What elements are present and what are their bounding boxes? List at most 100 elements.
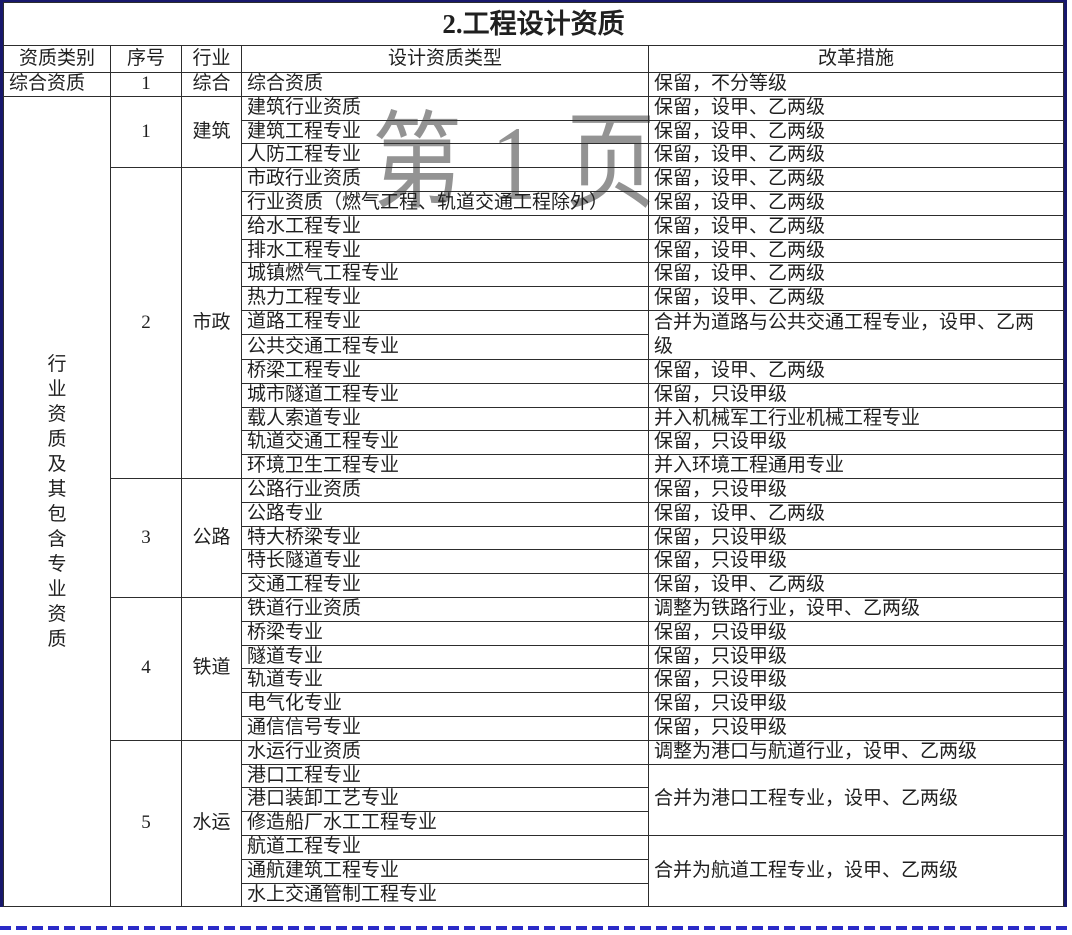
col-header-industry: 行业 bbox=[181, 45, 242, 73]
measure-cell: 保留，设甲、乙两级 bbox=[648, 286, 1064, 311]
table-row: 隧道专业 保留，只设甲级 bbox=[4, 644, 1064, 670]
page-break-dashed-line bbox=[0, 926, 1067, 930]
table-title: 2.工程设计资质 bbox=[3, 2, 1064, 46]
table-row: 交通工程专业 保留，设甲、乙两级 bbox=[4, 573, 1064, 598]
type-cell: 综合资质 bbox=[241, 72, 649, 97]
table-row: 行业资质及其包含专业资质 1 建筑 建筑行业资质 保留，设甲、乙两级 bbox=[3, 95, 1064, 908]
measure-cell: 保留，设甲、乙两级 bbox=[648, 238, 1064, 264]
table-row: 2 市政 市政行业资质 保留，设甲、乙两级 bbox=[4, 167, 1064, 479]
industry-cell: 市政 bbox=[181, 167, 242, 479]
table-row: 热力工程专业 保留，设甲、乙两级 bbox=[4, 286, 1064, 311]
col-header-category: 资质类别 bbox=[3, 45, 111, 73]
seq-cell: 2 bbox=[110, 167, 182, 479]
table-row: 港口工程专业 合并为港口工程专业，设甲、乙两级 bbox=[4, 763, 1064, 836]
type-cell: 环境卫生工程专业 bbox=[241, 454, 649, 479]
table-row: 航道工程专业 合并为航道工程专业，设甲、乙两级 bbox=[4, 834, 1064, 908]
seq-cell: 1 bbox=[110, 72, 182, 97]
table-row: 特长隧道专业 保留，只设甲级 bbox=[4, 549, 1064, 575]
measure-cell: 合并为航道工程专业，设甲、乙两级 bbox=[648, 834, 1064, 908]
type-cell: 交通工程专业 bbox=[241, 573, 649, 598]
seq-cell: 1 bbox=[110, 95, 182, 169]
col-header-type: 设计资质类型 bbox=[241, 45, 649, 73]
table-row: 港口装卸工艺专业 bbox=[4, 787, 1064, 813]
type-cell: 道路工程专业 bbox=[241, 309, 649, 336]
measure-cell: 合并为道路与公共交通工程专业，设甲、乙两 级 bbox=[648, 309, 1064, 360]
type-cell: 通信信号专业 bbox=[241, 715, 649, 741]
table-row: 4 铁道 铁道行业资质 调整为铁路行业，设甲、乙两级 bbox=[4, 596, 1064, 741]
table-row: 轨道专业 保留，只设甲级 bbox=[4, 668, 1064, 694]
type-cell: 港口工程专业 bbox=[241, 763, 649, 789]
table-row: 电气化专业 保留，只设甲级 bbox=[4, 692, 1064, 717]
table-row: 水上交通管制工程专业 bbox=[4, 882, 1064, 908]
measure-cell: 并入机械军工行业机械工程专业 bbox=[648, 406, 1064, 432]
table-row: 5 水运 水运行业资质 调整为港口与航道行业，设甲、乙两级 bbox=[4, 739, 1064, 908]
measure-cell: 保留，只设甲级 bbox=[648, 525, 1064, 551]
type-cell: 建筑行业资质 bbox=[241, 95, 649, 121]
table-row: 特大桥梁专业 保留，只设甲级 bbox=[4, 525, 1064, 551]
type-cell: 热力工程专业 bbox=[241, 286, 649, 311]
table-frame: 2.工程设计资质 资质类别 序号 行业 设计资质类型 改革措施 综合资质 1 综合综… bbox=[0, 0, 1067, 908]
category-merged-cell: 行业资质及其包含专业资质 bbox=[3, 95, 111, 908]
industry-cell: 建筑 bbox=[181, 95, 242, 169]
measure-cell: 保留，设甲、乙两级 bbox=[648, 262, 1064, 288]
type-cell: 城市隧道工程专业 bbox=[241, 382, 649, 408]
industry-cell: 综合 bbox=[181, 72, 242, 97]
table-row: 排水工程专业 保留，设甲、乙两级 bbox=[4, 238, 1064, 264]
type-cell: 铁道行业资质 bbox=[241, 596, 649, 622]
type-cell: 通航建筑工程专业 bbox=[241, 858, 649, 884]
seq-cell: 5 bbox=[110, 739, 182, 908]
seq-cell: 3 bbox=[110, 477, 182, 598]
type-cell: 轨道交通工程专业 bbox=[241, 430, 649, 456]
table-row: 公共交通工程专业 bbox=[4, 334, 1064, 360]
type-cell: 航道工程专业 bbox=[241, 834, 649, 860]
table-row: 人防工程专业 保留，设甲、乙两级 bbox=[4, 143, 1064, 169]
type-cell: 隧道专业 bbox=[241, 644, 649, 670]
industry-cell: 铁道 bbox=[181, 596, 242, 741]
table-row: 道路工程专业 合并为道路与公共交通工程专业，设甲、乙两 级 bbox=[4, 309, 1064, 360]
col-header-seq: 序号 bbox=[110, 45, 182, 73]
measure-cell: 保留，设甲、乙两级 bbox=[648, 119, 1064, 145]
measure-cell: 保留，设甲、乙两级 bbox=[648, 95, 1064, 121]
type-cell: 行业资质（燃气工程、轨道交通工程除外） bbox=[241, 190, 649, 216]
measure-cell: 保留，只设甲级 bbox=[648, 430, 1064, 456]
table-row: 通信信号专业 保留，只设甲级 bbox=[4, 715, 1064, 741]
type-cell: 桥梁工程专业 bbox=[241, 358, 649, 384]
qualification-table: 2.工程设计资质 资质类别 序号 行业 设计资质类型 改革措施 综合资质 1 综合综… bbox=[3, 2, 1064, 908]
measure-cell: 保留，只设甲级 bbox=[648, 644, 1064, 670]
type-cell: 轨道专业 bbox=[241, 668, 649, 694]
type-cell: 给水工程专业 bbox=[241, 214, 649, 240]
type-cell: 港口装卸工艺专业 bbox=[241, 787, 649, 813]
type-cell: 水上交通管制工程专业 bbox=[241, 882, 649, 908]
table-row: 公路专业 保留，设甲、乙两级 bbox=[4, 501, 1064, 527]
type-cell: 市政行业资质 bbox=[241, 167, 649, 192]
table-row: 行业资质（燃气工程、轨道交通工程除外） 保留，设甲、乙两级 bbox=[4, 190, 1064, 216]
type-cell: 公路行业资质 bbox=[241, 477, 649, 503]
category-vertical-label: 行业资质及其包含专业资质 bbox=[47, 353, 67, 650]
seq-cell: 4 bbox=[110, 596, 182, 741]
type-cell: 人防工程专业 bbox=[241, 143, 649, 169]
table-row: 桥梁专业 保留，只设甲级 bbox=[4, 620, 1064, 646]
measure-cell: 保留，设甲、乙两级 bbox=[648, 358, 1064, 384]
type-cell: 公共交通工程专业 bbox=[241, 334, 649, 360]
measure-cell: 并入环境工程通用专业 bbox=[648, 454, 1064, 479]
measure-cell: 保留，设甲、乙两级 bbox=[648, 501, 1064, 527]
type-cell: 公路专业 bbox=[241, 501, 649, 527]
measure-cell: 保留，只设甲级 bbox=[648, 715, 1064, 741]
col-header-measure: 改革措施 bbox=[648, 45, 1064, 73]
table-row: 3 公路 公路行业资质保留，只设甲级 bbox=[4, 477, 1064, 598]
table-body: 综合资质 1 综合 综合资质 保留，不分等级 行业资质及其包含专业资质 1 建筑 建筑行业资质保… bbox=[3, 72, 1064, 908]
type-cell: 载人索道专业 bbox=[241, 406, 649, 432]
measure-cell: 调整为港口与航道行业，设甲、乙两级 bbox=[648, 739, 1064, 765]
measure-cell: 保留，设甲、乙两级 bbox=[648, 167, 1064, 192]
type-cell: 电气化专业 bbox=[241, 692, 649, 717]
table-row: 城镇燃气工程专业 保留，设甲、乙两级 bbox=[4, 262, 1064, 288]
table-row: 建筑工程专业 保留，设甲、乙两级 bbox=[4, 119, 1064, 145]
measure-cell: 保留，只设甲级 bbox=[648, 692, 1064, 717]
measure-cell: 保留，设甲、乙两级 bbox=[648, 190, 1064, 216]
industry-cell: 水运 bbox=[181, 739, 242, 908]
type-cell: 建筑工程专业 bbox=[241, 119, 649, 145]
type-cell: 桥梁专业 bbox=[241, 620, 649, 646]
industry-cell: 公路 bbox=[181, 477, 242, 598]
table-row: 通航建筑工程专业 bbox=[4, 858, 1064, 884]
